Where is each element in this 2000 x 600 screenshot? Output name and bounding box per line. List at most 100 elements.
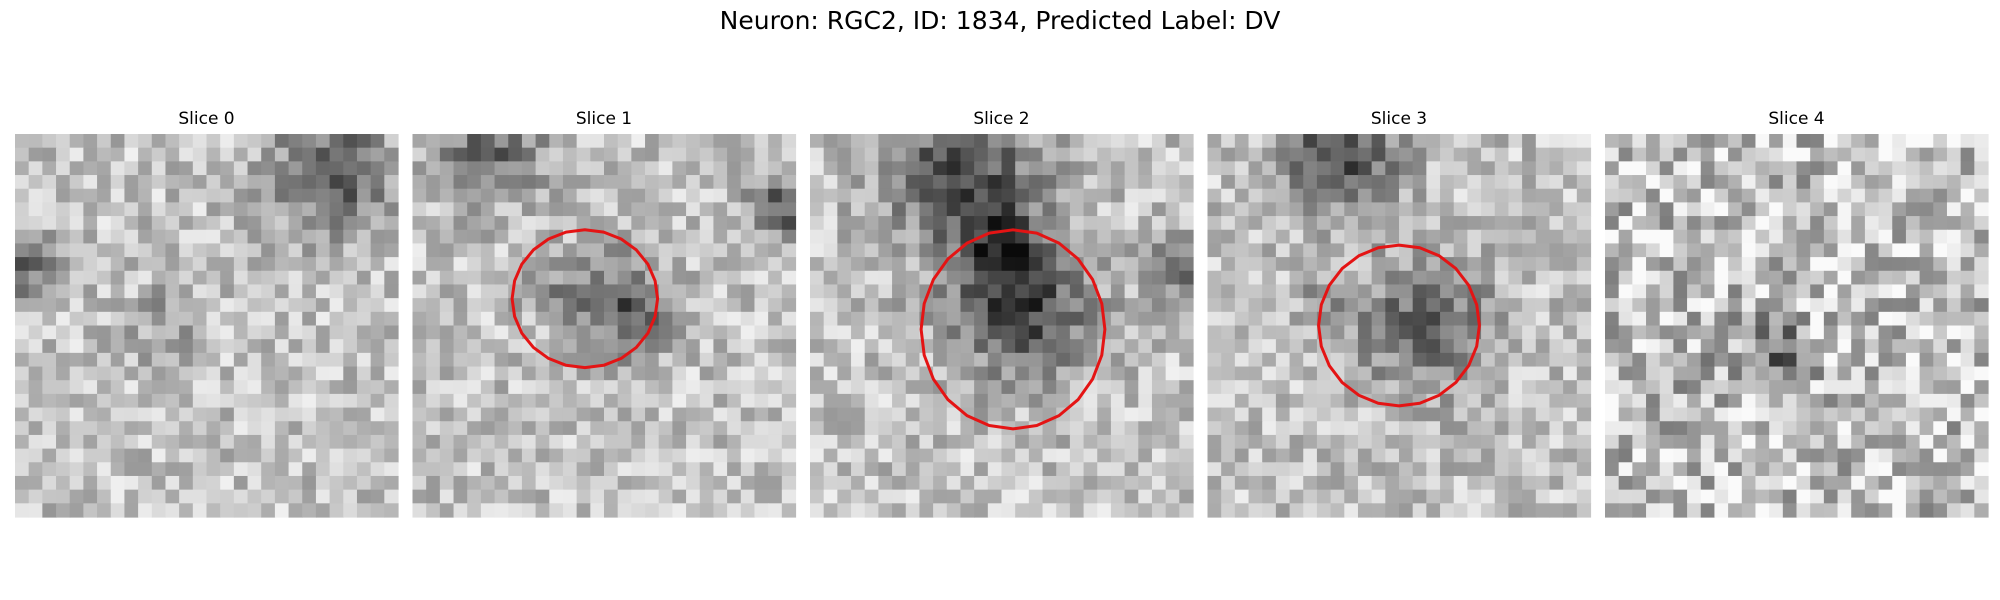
pixel [1508, 489, 1523, 504]
pixel [1289, 175, 1304, 190]
pixel [1138, 380, 1153, 395]
pixel [384, 134, 399, 149]
pixel [274, 134, 290, 149]
pixel [1467, 503, 1482, 518]
pixel [302, 257, 317, 272]
pixel [1344, 325, 1359, 340]
pixel [1605, 489, 1620, 504]
pixel [1728, 298, 1743, 313]
pixel [1481, 489, 1496, 504]
pixel [192, 352, 208, 368]
pixel [1138, 243, 1153, 258]
pixel [1659, 216, 1674, 231]
pixel [1905, 366, 1921, 381]
pixel [1056, 216, 1071, 231]
pixel [508, 475, 523, 491]
pixel [1467, 421, 1482, 436]
pixel [1110, 393, 1126, 409]
pixel [1234, 311, 1250, 327]
pixel [1151, 407, 1167, 422]
pixel [1138, 407, 1153, 422]
pixel [645, 339, 660, 354]
pixel [206, 202, 221, 217]
pixel [1563, 352, 1578, 368]
pixel [1687, 257, 1702, 272]
pixel [590, 161, 605, 176]
pixel [1303, 298, 1318, 313]
pixel [1576, 161, 1592, 176]
pixel [631, 298, 646, 313]
pixel [1399, 175, 1414, 190]
pixel [1728, 257, 1743, 272]
pixel [1453, 298, 1468, 313]
panel-title: Slice 4 [1768, 109, 1824, 129]
pixel [727, 216, 742, 231]
pixel [1535, 503, 1551, 518]
pixel [467, 243, 482, 258]
pixel [631, 503, 646, 518]
pixel [1549, 257, 1564, 272]
pixel [1110, 434, 1126, 450]
pixel [426, 366, 441, 381]
pixel [356, 434, 372, 450]
pixel [1275, 270, 1291, 286]
pixel [288, 407, 303, 422]
pixel [370, 352, 385, 368]
pixel [1919, 448, 1934, 463]
pixel [727, 175, 742, 190]
pixel [1151, 325, 1167, 340]
pixel [1289, 311, 1304, 327]
pixel [1632, 147, 1647, 162]
pixel [1426, 448, 1441, 463]
pixel [987, 188, 1003, 203]
pixel [631, 175, 646, 190]
pixel [302, 134, 317, 149]
pixel [549, 489, 564, 504]
pixel [905, 421, 921, 436]
pixel [1069, 311, 1085, 327]
pixel [1262, 311, 1277, 327]
pixel [645, 503, 660, 518]
pixel [1412, 339, 1427, 354]
pixel [1440, 475, 1455, 491]
pixel [1576, 229, 1592, 245]
pixel [960, 311, 975, 327]
pixel [1851, 352, 1866, 368]
pixel [329, 298, 344, 313]
pixel [1440, 407, 1455, 422]
pixel [439, 489, 455, 504]
pixel [1357, 352, 1373, 368]
pixel [1755, 270, 1770, 286]
pixel [864, 489, 879, 504]
pixel [1330, 311, 1345, 327]
pixel [1221, 134, 1236, 149]
pixel [151, 161, 167, 176]
pixel [426, 243, 441, 258]
pixel [810, 393, 825, 409]
pixel [274, 462, 290, 477]
pixel [1494, 366, 1510, 381]
pixel [439, 202, 455, 217]
pixel [83, 311, 98, 327]
pixel [1769, 503, 1784, 518]
pixel [1138, 393, 1153, 409]
pixel [1632, 134, 1647, 149]
pixel [439, 380, 455, 395]
pixel [919, 448, 934, 463]
pixel [590, 175, 605, 190]
pixel [343, 298, 358, 313]
pixel [1221, 407, 1236, 422]
pixel [658, 462, 673, 477]
pixel [179, 475, 194, 491]
pixel [165, 161, 180, 176]
pixel [1508, 393, 1523, 409]
pixel [892, 380, 907, 395]
pixel [1494, 134, 1510, 149]
pixel [1946, 366, 1962, 381]
pixel [754, 270, 769, 286]
pixel [356, 421, 372, 436]
pixel [1151, 284, 1167, 299]
pixel [590, 298, 605, 313]
pixel [1741, 503, 1757, 518]
pixel [810, 503, 825, 518]
